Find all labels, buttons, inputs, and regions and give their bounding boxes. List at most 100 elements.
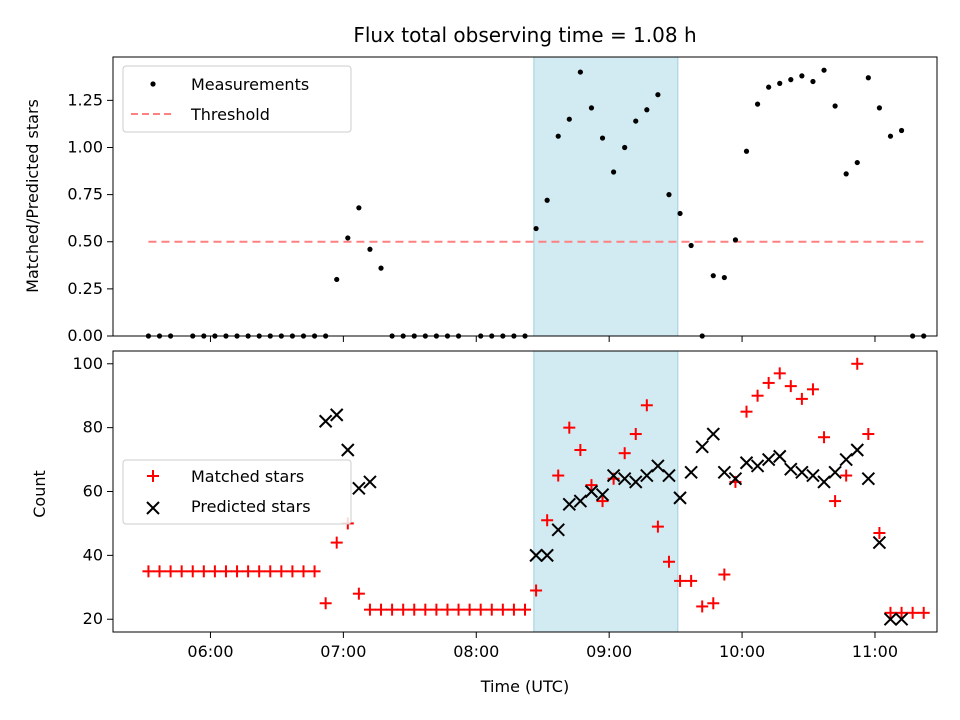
predicted-star-point (861, 472, 876, 486)
matched-star-point (530, 584, 543, 597)
predicted-star-stroke-b (784, 462, 798, 476)
bottom-x-ticks: 06:00 07:00 08:00 09:00 10:00 11:00 (187, 632, 898, 661)
matched-star-point (596, 495, 609, 508)
matched-star-point (640, 399, 653, 412)
predicted-star-stroke-b (595, 487, 610, 502)
predicted-star-point (584, 484, 599, 499)
predicted-star-point (717, 465, 732, 480)
matched-star-point (685, 574, 698, 587)
predicted-star-point (640, 468, 654, 483)
measurement-point (688, 242, 694, 249)
predicted-star-stroke-b (341, 443, 355, 457)
top-legend-box (122, 65, 352, 133)
legend-label-measurements: Measurements (191, 75, 309, 94)
y-tick-label: 0.75 (67, 185, 103, 204)
matched-star-point (773, 367, 786, 380)
predicted-star-point (795, 465, 809, 480)
matched-star-point (751, 389, 764, 402)
predicted-star-stroke-b (352, 481, 366, 496)
matched-star-point (253, 565, 266, 578)
matched-star-point (884, 606, 897, 619)
matched-star-point (352, 587, 365, 600)
matched-star-point (153, 565, 166, 578)
predicted-star-stroke-b (562, 497, 577, 511)
predicted-star-stroke-b (739, 456, 754, 470)
predicted-star-point (673, 491, 687, 505)
measurement-point (577, 69, 583, 75)
predicted-star-point (617, 472, 632, 486)
top-y-ticks: 0.00 0.25 0.50 0.75 1.00 1.25 (67, 90, 113, 345)
predicted-star-point (850, 443, 864, 457)
matched-star-point (862, 428, 875, 441)
matched-star-point (286, 565, 299, 578)
matched-star-point (164, 565, 177, 578)
predicted-star-stroke-b (750, 459, 765, 473)
top-y-axis-label: Matched/Predicted stars (23, 99, 42, 293)
predicted-star-stroke-b (872, 535, 887, 550)
matched-star-point (662, 555, 675, 568)
measurement-point (799, 73, 805, 79)
measurement-point (876, 105, 883, 111)
measurement-point (677, 210, 683, 217)
predicted-star-stroke-b (828, 465, 842, 480)
measurement-point (622, 144, 628, 151)
matched-star-point (541, 514, 554, 527)
predicted-star-point (806, 468, 820, 483)
y-tick-label: 1.25 (67, 90, 103, 109)
predicted-star-stroke-b (651, 459, 665, 473)
measurement-point (356, 205, 362, 211)
predicted-star-point (562, 497, 577, 511)
measurement-point (345, 235, 351, 241)
measurement-point (743, 148, 750, 154)
measurement-point (832, 103, 838, 109)
matched-star-point (219, 565, 232, 578)
chart-title: Flux total observing time = 1.08 h (353, 23, 696, 47)
measurement-point (777, 80, 783, 86)
matched-star-point (629, 428, 642, 441)
predicted-star-stroke-b (662, 468, 676, 483)
measurement-point (334, 276, 340, 283)
measurement-point (555, 133, 561, 139)
measurement-point (810, 78, 816, 85)
predicted-star-point (551, 523, 565, 537)
predicted-star-point (341, 443, 355, 457)
legend-marker-measurements (150, 81, 156, 87)
measurement-point (721, 274, 727, 281)
measurement-point (378, 265, 384, 271)
predicted-star-stroke-b (551, 523, 565, 537)
measurement-point (865, 75, 871, 81)
matched-star-point (419, 603, 432, 616)
matched-star-point (441, 603, 454, 616)
measurement-point (754, 101, 761, 107)
matched-star-point (142, 565, 155, 578)
x-tick-label: 08:00 (453, 642, 499, 661)
predicted-star-stroke-b (894, 612, 909, 626)
predicted-star-stroke-b (363, 475, 377, 489)
measurement-point (732, 237, 739, 243)
measurement-point (644, 107, 650, 113)
legend-label-matched: Matched stars (191, 467, 304, 486)
matched-star-point (197, 565, 210, 578)
predicted-star-stroke-b (617, 472, 632, 486)
predicted-star-stroke-b (695, 440, 709, 454)
predicted-star-point (695, 440, 709, 454)
predicted-star-point (629, 475, 643, 489)
matched-star-point (718, 568, 731, 581)
matched-star-point (740, 405, 753, 418)
y-tick-label: 0.25 (67, 279, 103, 298)
bottom-y-ticks: 20 40 60 80 100 (72, 354, 113, 628)
matched-star-point (873, 527, 886, 540)
x-tick-label: 09:00 (586, 642, 632, 661)
matched-star-point (840, 469, 853, 482)
matched-star-point (618, 447, 631, 460)
top-legend: Measurements Threshold (122, 65, 352, 133)
matched-star-point (563, 421, 576, 434)
measurement-point (544, 197, 550, 203)
predicted-star-stroke-b (330, 408, 344, 422)
matched-star-point (574, 443, 587, 456)
y-tick-label: 1.00 (67, 137, 103, 156)
matched-star-point (397, 603, 410, 616)
measurement-point (533, 225, 539, 232)
predicted-star-stroke-b (817, 475, 831, 489)
